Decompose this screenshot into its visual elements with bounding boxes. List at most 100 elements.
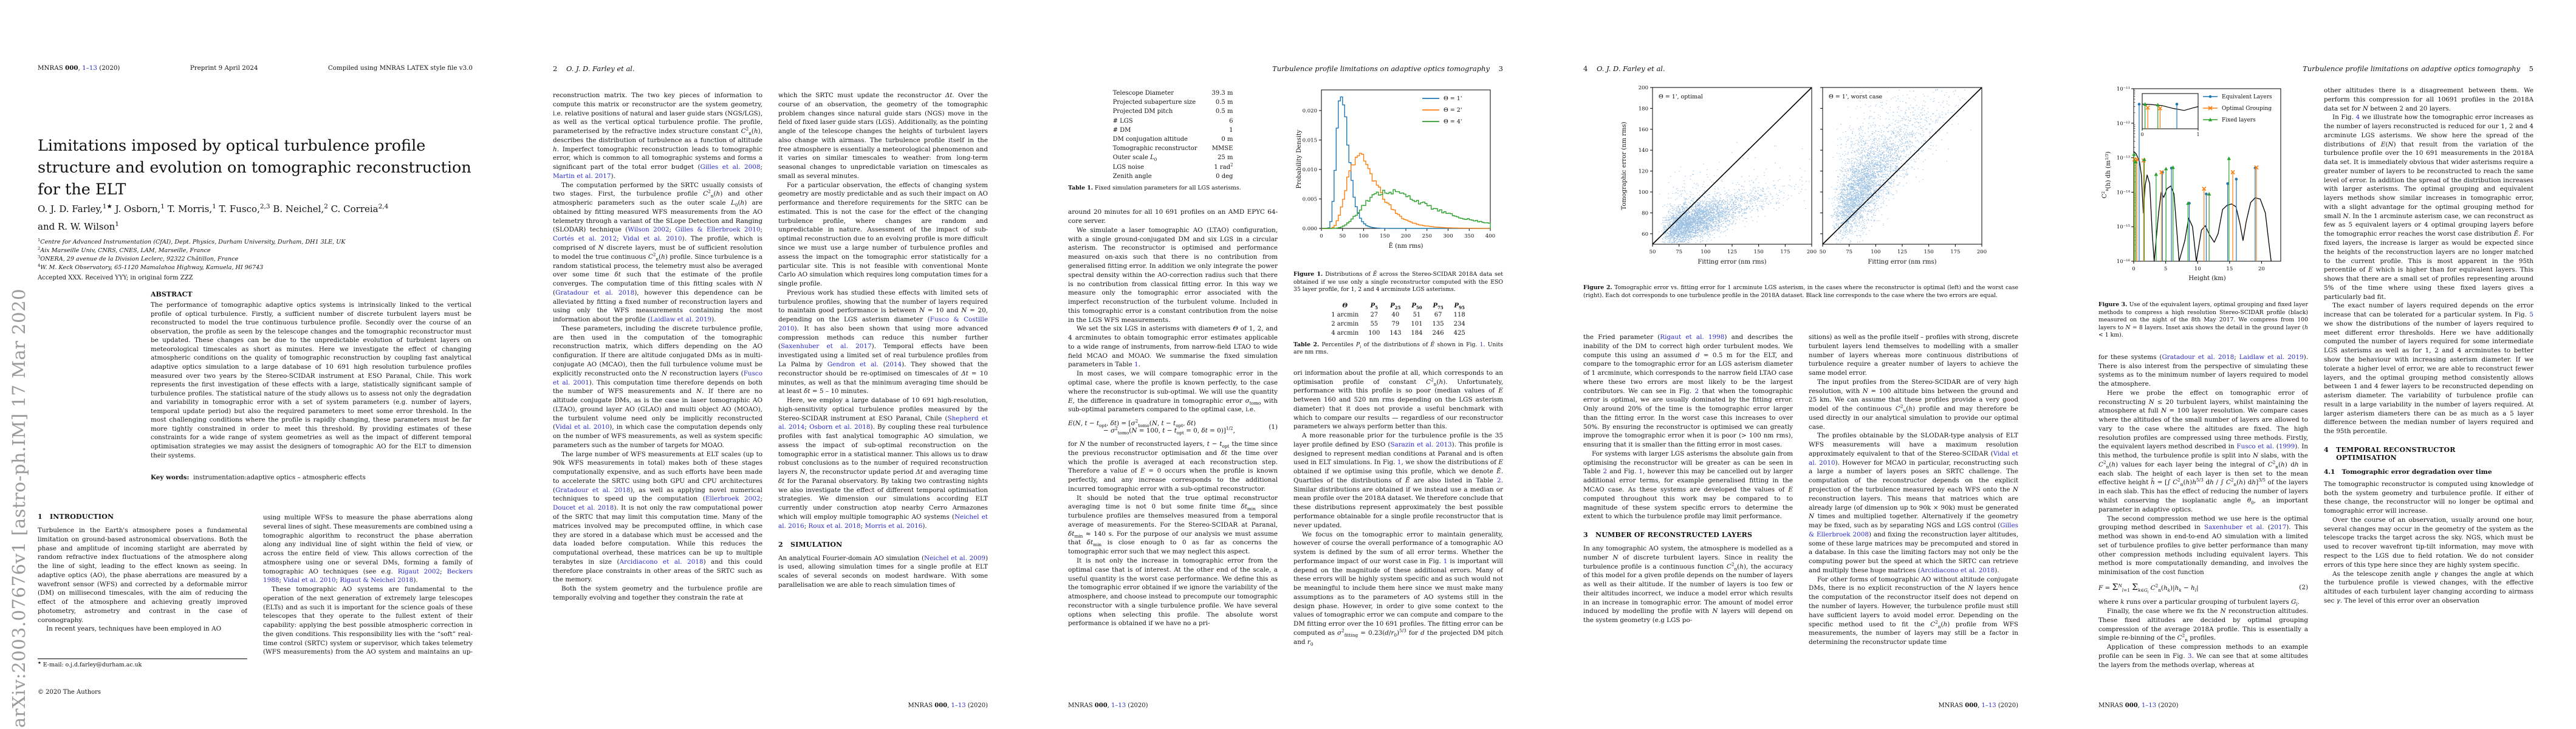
equation: F = ΣNl=1 Σk∈Gl C2n(hk)|hk − hl| (2) xyxy=(2098,582,2308,595)
page-3: Turbulence profile limitations on adapti… xyxy=(1030,0,1546,729)
paragraph: In Fig. 4 we illustrate how the tomograp… xyxy=(2324,114,2533,301)
abstract-heading: ABSTRACT xyxy=(151,290,193,298)
svg-text:Fitting error (nm rms): Fitting error (nm rms) xyxy=(1868,259,1936,265)
equation: E(N, t − topt, δt) = [σ2tomo(N, t − topt… xyxy=(1068,418,1278,436)
page-footer: MNRAS 000, 1–13 (2020) xyxy=(1068,702,1148,709)
svg-text:Ē (nm rms): Ē (nm rms) xyxy=(1389,242,1423,250)
svg-text:180: 180 xyxy=(1639,106,1648,112)
authors-line-1: O. J. D. Farley,1★ J. Osborn,1 T. Morris… xyxy=(38,203,389,214)
table-1-simulation-parameters: Telescope Diameter 39.3 m Projected subape… xyxy=(1112,90,1233,180)
svg-text:10⁻¹⁵: 10⁻¹⁵ xyxy=(2117,224,2131,230)
svg-text:Θ = 1', optimal: Θ = 1', optimal xyxy=(1659,94,1703,100)
paper-title: Limitations imposed by optical turbulenc… xyxy=(38,137,471,199)
preprint-date: Preprint 9 April 2024 xyxy=(190,64,258,72)
figure-3-caption: Figure 3. Use of the equivalent layers, … xyxy=(2098,301,2308,339)
abstract: ABSTRACT The performance of tomographic … xyxy=(151,290,471,460)
paragraph: Both the system geometry and the turbule… xyxy=(553,585,762,601)
email-footnote[interactable]: ★ E-mail: o.j.d.farley@durham.ac.uk xyxy=(38,659,247,668)
svg-text:Equivalent Layers: Equivalent Layers xyxy=(2222,94,2272,100)
paragraph: The computation performed by the SRTC us… xyxy=(553,181,762,324)
affiliation: 2Aix Marseille Univ, CNRS, CNES, LAM, Ma… xyxy=(38,245,211,254)
paragraph: It should be noted that the true optimal… xyxy=(1068,494,1278,556)
svg-text:350: 350 xyxy=(1464,233,1474,239)
page1-right-column: using multiple WFSs to measure the phase… xyxy=(263,513,473,657)
svg-text:150: 150 xyxy=(1754,249,1764,255)
page2-right-column: which the SRTC must update the reconstru… xyxy=(778,91,988,696)
paragraph: The exact number of layers required depe… xyxy=(2324,302,2533,436)
svg-text:C2n(h) dh (m1/3): C2n(h) dh (m1/3) xyxy=(2101,151,2112,198)
svg-text:5: 5 xyxy=(2164,266,2167,272)
svg-text:200: 200 xyxy=(1977,249,1987,255)
svg-text:160: 160 xyxy=(1639,127,1648,133)
svg-text:20: 20 xyxy=(2258,266,2265,272)
paragraph: which the SRTC must update the reconstru… xyxy=(778,92,988,180)
svg-text:50: 50 xyxy=(1339,233,1346,239)
keywords-line: Key words: instrumentation:adaptive opti… xyxy=(151,474,366,481)
page5-right-column: other altitudes there is a disagreement … xyxy=(2324,86,2533,696)
paragraph: the Fried parameter (Rigaut et al. 1998)… xyxy=(1583,334,1793,449)
paragraph: In recent years, techniques have been em… xyxy=(46,625,222,633)
paragraph: sitions) as well as the profile itself –… xyxy=(1809,334,2018,377)
svg-text:250: 250 xyxy=(1422,233,1432,239)
running-head: 2 O. J. D. Farley et al. xyxy=(553,64,635,73)
paragraph: around 20 minutes for all 10 691 profile… xyxy=(1068,208,1278,225)
page-4: 4 O. J. D. Farley et al. Tomographic err… xyxy=(1546,0,2061,729)
paragraph: The input profiles from the Stereo-SCIDA… xyxy=(1809,378,2018,431)
page4-left-column: the Fried parameter (Rigaut et al. 1998)… xyxy=(1583,333,1793,696)
abstract-text: The performance of tomographic adaptive … xyxy=(151,301,471,459)
paragraph: These tomographic AO systems are fundame… xyxy=(263,586,473,656)
paragraph: reconstruction matrix. The two key piece… xyxy=(553,92,762,180)
copyright-line: © 2020 The Authors xyxy=(38,689,101,696)
svg-text:Fixed layers: Fixed layers xyxy=(2222,117,2256,123)
paragraph: Application of these compression methods… xyxy=(2098,643,2308,669)
svg-text:400: 400 xyxy=(1485,233,1495,239)
paragraph: using multiple WFSs to measure the phase… xyxy=(263,514,473,584)
paragraph: Here, we employ a large database of 10 6… xyxy=(778,397,988,530)
svg-text:0.010: 0.010 xyxy=(1303,167,1317,173)
paragraph: for N the number of reconstructed layers… xyxy=(1068,440,1278,493)
authors-line-2: and R. W. Wilson1 xyxy=(38,220,119,232)
paragraph: As the telescope zenith angle γ changes … xyxy=(2324,570,2533,604)
svg-text:200: 200 xyxy=(1639,85,1648,91)
svg-text:150: 150 xyxy=(1380,233,1389,239)
page4-right-column: sitions) as well as the profile itself –… xyxy=(1809,333,2018,696)
svg-text:Tomographic error (nm rms): Tomographic error (nm rms) xyxy=(1621,122,1628,210)
paragraph: Here we probe the effect on tomographic … xyxy=(2098,389,2308,513)
svg-text:Probability Density: Probability Density xyxy=(1296,129,1303,188)
svg-text:Height (km): Height (km) xyxy=(2188,275,2225,282)
svg-text:0: 0 xyxy=(2132,266,2135,272)
svg-text:Θ = 4': Θ = 4' xyxy=(1444,118,1462,125)
svg-text:10⁻¹²: 10⁻¹² xyxy=(2117,121,2130,127)
subsection-heading: 4.1 Tomographic error degradation over t… xyxy=(2324,468,2492,476)
svg-text:10⁻¹³: 10⁻¹³ xyxy=(2117,156,2130,162)
paragraph: We focus on the tomographic error to mai… xyxy=(1293,530,1503,647)
paragraph: Turbulence in the Earth's atmosphere pos… xyxy=(38,527,247,624)
section-heading-introduction: 1 INTRODUCTION xyxy=(38,513,114,521)
page3-right-column: 0 50 100 150 200 250 300 350 400 0.000 0.005 0.010 0… xyxy=(1293,85,1503,696)
paragraph: An analytical Fourier-domain AO simulati… xyxy=(778,554,988,589)
figure-3-profile-stems: 0 5 10 15 20 10⁻¹¹ 10⁻¹² 10⁻¹³ 10⁻¹⁴ 10⁻¹⁵ 10⁻¹⁶ He… xyxy=(2098,84,2308,298)
compiled-note: Compiled using MNRAS LATEX style file v3… xyxy=(327,64,473,72)
svg-text:0.020: 0.020 xyxy=(1303,108,1317,114)
paragraph: The tomographic reconstructor is compute… xyxy=(2324,480,2533,515)
svg-text:300: 300 xyxy=(1443,233,1453,239)
paragraph: A more reasonable prior for the turbulen… xyxy=(1293,432,1503,529)
paragraph: The profiles obtainable by the SLODAR-ty… xyxy=(1809,432,2018,574)
paragraph: Finally, the case where we fix the N rec… xyxy=(2098,608,2308,643)
paragraph: for these systems (Gratadour et al. 2018… xyxy=(2098,353,2308,388)
svg-text:0: 0 xyxy=(1320,233,1323,239)
svg-text:10: 10 xyxy=(2194,266,2201,272)
page1-left-column: 1 INTRODUCTION Turbulence in the Earth's… xyxy=(38,512,247,655)
svg-text:150: 150 xyxy=(1924,249,1934,255)
svg-text:140: 140 xyxy=(1639,148,1648,154)
running-head: Turbulence profile limitations on adapti… xyxy=(2303,64,2533,73)
paragraph: We simulate a laser tomographic AO (LTAO… xyxy=(1068,226,1278,324)
paragraph: where k runs over a particular grouping … xyxy=(2098,598,2300,608)
page-footer: MNRAS 000, 1–13 (2020) xyxy=(908,702,988,709)
svg-text:Optimal Grouping: Optimal Grouping xyxy=(2222,106,2272,112)
dates-line: Accepted XXX. Received YYY; in original … xyxy=(38,275,193,281)
svg-text:Fitting error (nm rms): Fitting error (nm rms) xyxy=(1697,259,1766,265)
svg-text:100: 100 xyxy=(1701,249,1710,255)
paragraph: We set the six LGS in asterisms with dia… xyxy=(1068,325,1278,369)
page2-left-column: reconstruction matrix. The two key piece… xyxy=(553,91,762,696)
